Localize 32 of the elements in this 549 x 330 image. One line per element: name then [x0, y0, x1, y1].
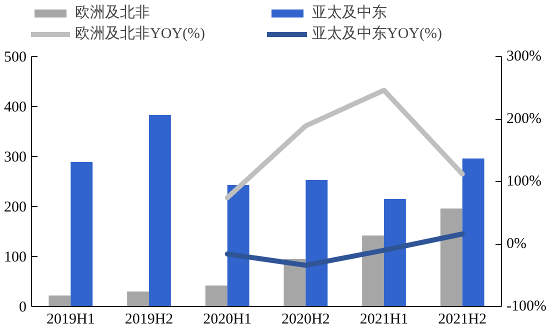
bar: [306, 180, 328, 306]
y-tick-label: 400: [4, 100, 26, 116]
bar: [70, 162, 93, 306]
y-tick-label: 500: [4, 50, 26, 66]
legend-label: 欧洲及北非YOY(%): [75, 24, 206, 43]
y2-tick-label: 200%: [506, 111, 542, 127]
y2-tick-label: 300%: [506, 48, 542, 64]
x-tick-label: 2019H2: [124, 312, 174, 328]
y-tick-label: 300: [4, 150, 26, 166]
y-tick-label: 0: [19, 300, 26, 316]
x-tick-label: 2021H1: [360, 312, 408, 328]
y-tick-label: 200: [4, 200, 26, 216]
bar: [227, 185, 250, 306]
bar: [440, 208, 462, 306]
bar: [127, 292, 149, 306]
legend-label: 亚太及中东: [312, 4, 388, 22]
bar: [205, 286, 228, 306]
legend-label: 亚太及中东YOY(%): [312, 24, 443, 43]
y-tick-label: 100: [4, 250, 26, 266]
bar: [462, 158, 484, 306]
y2-tick-label: 0%: [506, 236, 526, 252]
x-tick-label: 2020H1: [203, 312, 252, 328]
x-tick-label: 2019H1: [46, 312, 95, 328]
y2-tick-label: -100%: [506, 298, 546, 314]
bar: [362, 236, 384, 306]
bar: [149, 115, 171, 306]
x-tick-label: 2021H2: [438, 312, 487, 328]
legend-label: 欧洲及北非: [75, 4, 151, 22]
x-tick-label: 2020H2: [282, 312, 330, 328]
bar: [48, 296, 71, 306]
bar: [384, 199, 406, 306]
y2-tick-label: 100%: [506, 174, 542, 190]
